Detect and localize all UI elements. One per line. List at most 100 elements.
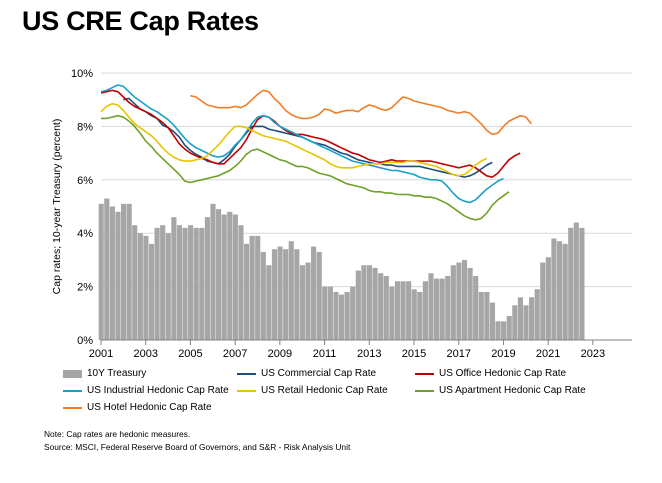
treasury-bar xyxy=(115,211,121,340)
treasury-bar xyxy=(540,262,546,340)
x-tick-label: 2011 xyxy=(313,348,337,360)
legend-label-treasury: 10Y Treasury xyxy=(87,368,147,379)
treasury-bar xyxy=(171,217,177,340)
x-tick-label: 2007 xyxy=(223,348,247,360)
y-tick-label: 0% xyxy=(77,335,93,347)
chart-notes: Note: Cap rates are hedonic measures. So… xyxy=(44,428,350,454)
treasury-bar xyxy=(271,249,278,340)
treasury-bar xyxy=(389,286,395,340)
legend-swatch-apartment xyxy=(415,389,434,392)
x-tick-label: 2013 xyxy=(357,348,381,360)
treasury-bar xyxy=(556,241,563,340)
x-tick-label: 2015 xyxy=(402,348,426,360)
treasury-bar xyxy=(484,291,490,340)
legend-swatch-treasury xyxy=(63,369,82,378)
treasury-bar xyxy=(210,203,216,340)
legend-label-retail: US Retail Hedonic Cap Rate xyxy=(261,385,388,396)
treasury-bar xyxy=(361,265,367,340)
treasury-bar xyxy=(160,225,166,340)
treasury-bar xyxy=(249,235,255,340)
treasury-bar xyxy=(176,225,183,340)
treasury-bar xyxy=(216,209,222,340)
treasury-bar xyxy=(366,265,373,340)
treasury-bar xyxy=(188,225,194,340)
treasury-bar xyxy=(232,214,238,340)
treasury-bar xyxy=(551,238,557,340)
series-line-4 xyxy=(101,114,510,221)
treasury-bar xyxy=(350,286,356,340)
series-line-3 xyxy=(100,102,488,177)
treasury-bar xyxy=(495,321,501,340)
treasury-bar xyxy=(523,305,529,340)
treasury-bar xyxy=(467,267,473,340)
legend-swatch-office xyxy=(415,372,434,375)
treasury-bar xyxy=(478,291,484,340)
legend-label-commercial: US Commercial Cap Rate xyxy=(261,368,377,379)
legend-swatch-industrial xyxy=(63,389,82,392)
treasury-bar xyxy=(311,246,317,340)
treasury-bar xyxy=(305,262,311,340)
source-line: Source: MSCI, Federal Reserve Board of G… xyxy=(44,442,351,452)
treasury-bar xyxy=(104,198,110,340)
treasury-bar xyxy=(109,206,115,340)
treasury-bar xyxy=(400,281,406,340)
treasury-bar xyxy=(283,249,289,340)
legend-label-office: US Office Hedonic Cap Rate xyxy=(439,368,567,379)
treasury-bar xyxy=(165,233,171,340)
legend-item-commercial: US Commercial Cap Rate xyxy=(237,368,376,379)
note-line: Note: Cap rates are hedonic measures. xyxy=(44,429,191,439)
treasury-bar xyxy=(489,302,496,340)
treasury-bar xyxy=(461,259,468,340)
treasury-bar xyxy=(439,278,445,340)
treasury-bar xyxy=(316,251,322,340)
x-tick-label: 2005 xyxy=(178,348,202,360)
treasury-bar xyxy=(406,281,412,340)
treasury-bar xyxy=(338,294,345,340)
treasury-bar xyxy=(450,265,456,340)
treasury-bar xyxy=(143,235,149,340)
treasury-bar xyxy=(277,246,283,340)
treasury-bar xyxy=(266,265,272,340)
treasury-bar xyxy=(417,291,423,340)
legend-swatch-retail xyxy=(237,389,256,392)
series-line-2 xyxy=(100,84,504,204)
x-tick-label: 2003 xyxy=(133,348,157,360)
series-line-5 xyxy=(190,89,533,136)
treasury-bar xyxy=(568,227,574,340)
treasury-bar xyxy=(378,273,384,340)
x-tick-label: 2019 xyxy=(491,348,515,360)
treasury-bar xyxy=(501,321,507,340)
treasury-bar xyxy=(182,227,188,340)
treasury-bar xyxy=(383,275,389,340)
treasury-bar xyxy=(126,203,132,340)
treasury-bar xyxy=(288,241,294,340)
x-tick-label: 2017 xyxy=(446,348,470,360)
treasury-bar xyxy=(193,227,199,340)
treasury-bar xyxy=(529,297,535,340)
treasury-bar xyxy=(322,286,328,340)
legend-item-treasury: 10Y Treasury xyxy=(63,368,146,379)
treasury-bar xyxy=(132,225,138,340)
y-tick-label: 10% xyxy=(71,68,93,80)
x-tick-label: 2021 xyxy=(536,348,560,360)
treasury-bar xyxy=(456,262,462,340)
treasury-bar xyxy=(562,243,568,340)
legend-label-hotel: US Hotel Hedonic Cap Rate xyxy=(87,402,212,413)
treasury-bar xyxy=(243,243,250,340)
legend-item-office: US Office Hedonic Cap Rate xyxy=(415,368,566,379)
treasury-bar xyxy=(227,211,233,340)
treasury-bar xyxy=(199,227,205,340)
treasury-bar xyxy=(394,281,401,340)
chart-plot: 0% 2% 4% 6% 8% 10% 2001 2003 2005 2007 2009 2011 201… xyxy=(51,68,632,360)
treasury-bar xyxy=(299,265,305,340)
treasury-bar xyxy=(372,267,378,340)
treasury-bar xyxy=(294,249,300,340)
legend-swatch-commercial xyxy=(237,372,256,375)
y-tick-label: 2% xyxy=(77,282,93,294)
treasury-bar xyxy=(422,281,428,340)
treasury-bar xyxy=(517,297,523,340)
treasury-bar xyxy=(204,217,210,340)
treasury-bar xyxy=(512,305,518,340)
treasury-bar xyxy=(137,233,143,340)
legend-item-industrial: US Industrial Hedonic Cap Rate xyxy=(63,385,229,396)
